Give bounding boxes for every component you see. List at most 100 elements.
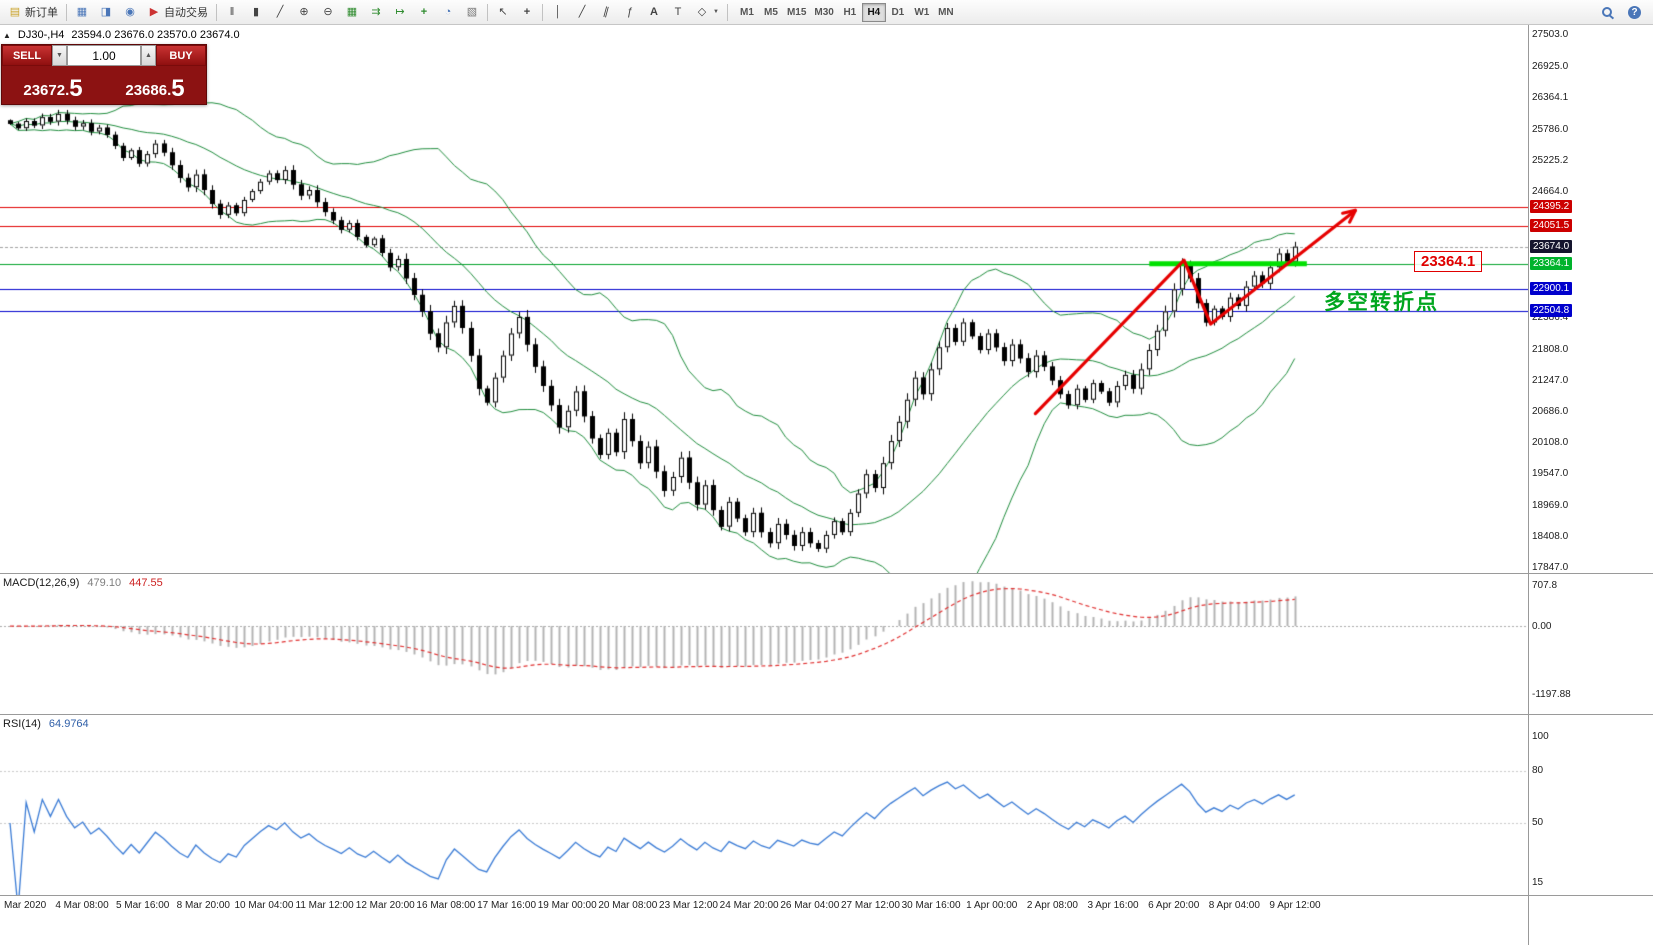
macd-canvas[interactable]	[0, 574, 1528, 714]
bar-chart-button[interactable]: ‖	[220, 2, 244, 22]
date-axis-label: 17 Mar 16:00	[477, 900, 537, 911]
indicators-button[interactable]: +	[412, 2, 436, 22]
date-axis-label: 9 Apr 12:00	[1269, 900, 1321, 911]
pane-divider[interactable]	[0, 714, 1653, 715]
tile-windows-button[interactable]: ▦	[340, 2, 364, 22]
line-chart-button[interactable]: ╱	[268, 2, 292, 22]
cursor-button[interactable]: ↖	[491, 2, 515, 22]
date-axis-label: 24 Mar 20:00	[719, 900, 779, 911]
date-axis-label: 26 Mar 04:00	[780, 900, 840, 911]
toolbar-separator	[542, 3, 543, 21]
auto-trading-icon: ▶	[149, 5, 159, 18]
toolbar-right-group: ?	[1597, 2, 1650, 22]
pane-divider[interactable]	[0, 895, 1653, 896]
date-axis-label: 11 Mar 12:00	[295, 900, 354, 911]
auto-scroll-icon: ⇉	[371, 5, 381, 18]
search-button[interactable]	[1597, 2, 1617, 22]
shapes-button[interactable]: ◇ ▼	[690, 2, 724, 22]
tile-windows-icon: ▦	[346, 5, 358, 18]
turning-point-label: 多空转折点	[1324, 290, 1439, 314]
price-axis-label: 20108.0	[1532, 437, 1569, 449]
auto-trading-button[interactable]: ▶ 自动交易	[142, 2, 213, 22]
price-level-tag: 24395.2	[1530, 199, 1573, 213]
order-panel-controls: SELL ▼ 1.00 ▲ BUY	[2, 45, 206, 66]
price-axis-label: 21247.0	[1532, 374, 1569, 386]
rsi-canvas[interactable]	[0, 715, 1528, 895]
crosshair-icon: +	[523, 5, 531, 18]
timeframe-m5-button[interactable]: M5	[759, 3, 783, 22]
alerts-button[interactable]: ◉	[118, 2, 142, 22]
macd-axis-label: 0.00	[1532, 621, 1552, 633]
vertical-line-button[interactable]: │	[546, 2, 570, 22]
timeframe-h4-button[interactable]: H4	[861, 2, 886, 22]
text-label-button[interactable]: T	[666, 2, 690, 22]
price-axis-label: 21808.0	[1532, 343, 1569, 355]
alerts-icon: ◉	[125, 5, 135, 18]
periods-button[interactable]: ◔	[436, 2, 460, 22]
rsi-pane: RSI(14) 64.9764	[0, 715, 1528, 895]
date-axis-label: 16 Mar 08:00	[416, 900, 476, 911]
auto-trading-label: 自动交易	[164, 7, 208, 19]
buy-price[interactable]: 23686. 5	[104, 66, 206, 104]
chart-shift-button[interactable]: ↦	[388, 2, 412, 22]
timeframe-mn-button[interactable]: MN	[934, 3, 958, 22]
new-order-button[interactable]: ▤ 新订单	[3, 2, 63, 22]
date-axis-label: 23 Mar 12:00	[659, 900, 718, 911]
profiles-button[interactable]: ◨	[94, 2, 118, 22]
axis-divider	[1529, 714, 1653, 715]
crosshair-button[interactable]: +	[515, 2, 539, 22]
templates-button[interactable]: ▧	[460, 2, 484, 22]
fibonacci-button[interactable]: ƒ	[618, 2, 642, 22]
axis-divider	[1529, 573, 1653, 574]
collapse-chart-icon[interactable]: ▲	[3, 30, 11, 40]
candlestick-chart-button[interactable]: ▮	[244, 2, 268, 22]
line-chart-icon: ╱	[276, 5, 284, 18]
price-axis[interactable]: 27503.0 26925.0 26364.1 25786.0 25225.2 24664…	[1528, 25, 1653, 945]
timeframe-m15-button[interactable]: M15	[783, 3, 810, 22]
price-axis-label: 18969.0	[1532, 500, 1569, 512]
help-button[interactable]: ?	[1623, 2, 1646, 22]
timeframe-m1-button[interactable]: M1	[735, 3, 759, 22]
timeframe-w1-button[interactable]: W1	[910, 3, 934, 22]
timeframe-h1-button[interactable]: H1	[838, 3, 862, 22]
sell-button[interactable]: SELL	[2, 45, 52, 66]
pane-divider[interactable]	[0, 573, 1653, 574]
main-chart-pane: ▲ DJ30-,H4 23594.0 23676.0 23570.0 23674…	[0, 25, 1528, 573]
time-axis[interactable]: Mar 2020 4 Mar 08:00 5 Mar 16:00 8 Mar 20:0…	[0, 896, 1528, 916]
fibonacci-icon: ƒ	[626, 5, 634, 18]
macd-main-value: 479.10	[87, 577, 122, 589]
date-axis-label: Mar 2020	[4, 900, 47, 911]
timeframe-d1-button[interactable]: D1	[886, 3, 910, 22]
new-order-icon: ▤	[9, 5, 21, 18]
periods-clock-icon: ◔	[444, 5, 452, 18]
price-chart-canvas[interactable]	[0, 25, 1528, 573]
timeframe-m30-button[interactable]: M30	[810, 3, 837, 22]
channel-button[interactable]: ∥	[594, 2, 618, 22]
sell-price[interactable]: 23672. 5	[2, 66, 104, 104]
rsi-value: 64.9764	[48, 718, 89, 730]
axis-divider	[1529, 895, 1653, 896]
trendline-button[interactable]: ╱	[570, 2, 594, 22]
volume-decrease-button[interactable]: ▼	[52, 45, 67, 66]
new-chart-button[interactable]: ▦	[70, 2, 94, 22]
zoom-in-button[interactable]: ⊕	[292, 2, 316, 22]
price-axis-label: 19547.0	[1532, 468, 1569, 480]
buy-button[interactable]: BUY	[156, 45, 206, 66]
profiles-icon: ◨	[100, 5, 112, 18]
cursor-icon: ↖	[498, 5, 508, 18]
date-axis-label: 6 Apr 20:00	[1148, 900, 1200, 911]
chart-window-icon: ▦	[76, 5, 88, 18]
date-axis-label: 3 Apr 16:00	[1087, 900, 1139, 911]
chart-ohlc-header: ▲ DJ30-,H4 23594.0 23676.0 23570.0 23674…	[3, 29, 240, 41]
templates-icon: ▧	[466, 5, 478, 18]
chart-ohlc-values: 23594.0 23676.0 23570.0 23674.0	[71, 29, 240, 41]
auto-scroll-button[interactable]: ⇉	[364, 2, 388, 22]
zoom-out-button[interactable]: ⊖	[316, 2, 340, 22]
volume-input[interactable]: 1.00	[67, 45, 141, 66]
text-button[interactable]: A	[642, 2, 666, 22]
date-axis-label: 30 Mar 16:00	[901, 900, 961, 911]
sell-price-pips: 5	[69, 74, 83, 102]
help-icon: ?	[1628, 5, 1641, 19]
volume-increase-button[interactable]: ▲	[141, 45, 156, 66]
